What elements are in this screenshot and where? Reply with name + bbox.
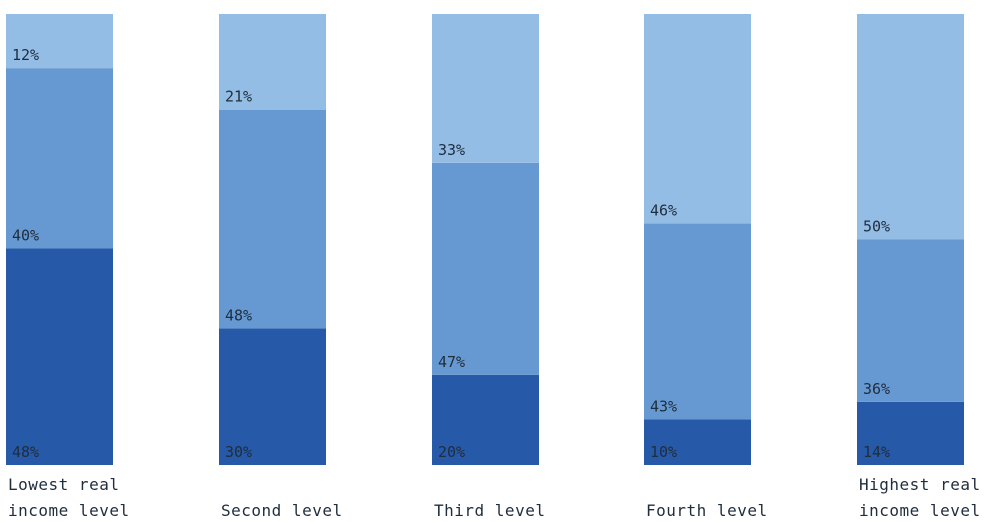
- bar-segment-light-3: [432, 14, 539, 163]
- category-label-1: Lowest real: [8, 475, 119, 494]
- data-label-dark-4: 10%: [650, 443, 677, 461]
- bar-segment-light-1: [6, 14, 113, 69]
- data-label-mid-2: 48%: [225, 306, 252, 324]
- data-label-mid-4: 43%: [650, 397, 677, 415]
- data-label-light-3: 33%: [438, 141, 465, 159]
- data-label-mid-1: 40%: [12, 227, 39, 245]
- bar-segment-dark-3: [432, 374, 539, 465]
- bar-segment-dark-2: [219, 328, 326, 465]
- category-label-1: income level: [8, 501, 130, 520]
- bar-segment-dark-4: [644, 419, 751, 465]
- bar-segment-mid-5: [857, 239, 964, 402]
- bar-segment-light-2: [219, 14, 326, 110]
- category-label-5: income level: [859, 501, 981, 520]
- category-label-5: Highest real: [859, 475, 981, 494]
- data-label-dark-1: 48%: [12, 443, 39, 461]
- data-label-light-2: 21%: [225, 88, 252, 106]
- category-label-4: Fourth level: [646, 501, 768, 520]
- data-label-dark-5: 14%: [863, 443, 890, 461]
- bar-segment-mid-1: [6, 68, 113, 249]
- bar-segment-mid-4: [644, 223, 751, 420]
- bar-segment-light-4: [644, 14, 751, 224]
- bar-segment-dark-1: [6, 248, 113, 465]
- data-label-mid-3: 47%: [438, 353, 465, 371]
- data-label-dark-2: 30%: [225, 443, 252, 461]
- bar-segment-mid-2: [219, 109, 326, 329]
- bar-segment-light-5: [857, 14, 964, 240]
- data-label-mid-5: 36%: [863, 380, 890, 398]
- data-label-light-4: 46%: [650, 202, 677, 220]
- category-label-3: Third level: [434, 501, 545, 520]
- bar-segment-dark-5: [857, 401, 964, 465]
- data-label-light-5: 50%: [863, 218, 890, 236]
- bar-segment-mid-3: [432, 162, 539, 375]
- data-label-dark-3: 20%: [438, 443, 465, 461]
- data-label-light-1: 12%: [12, 46, 39, 64]
- category-label-2: Second level: [221, 501, 343, 520]
